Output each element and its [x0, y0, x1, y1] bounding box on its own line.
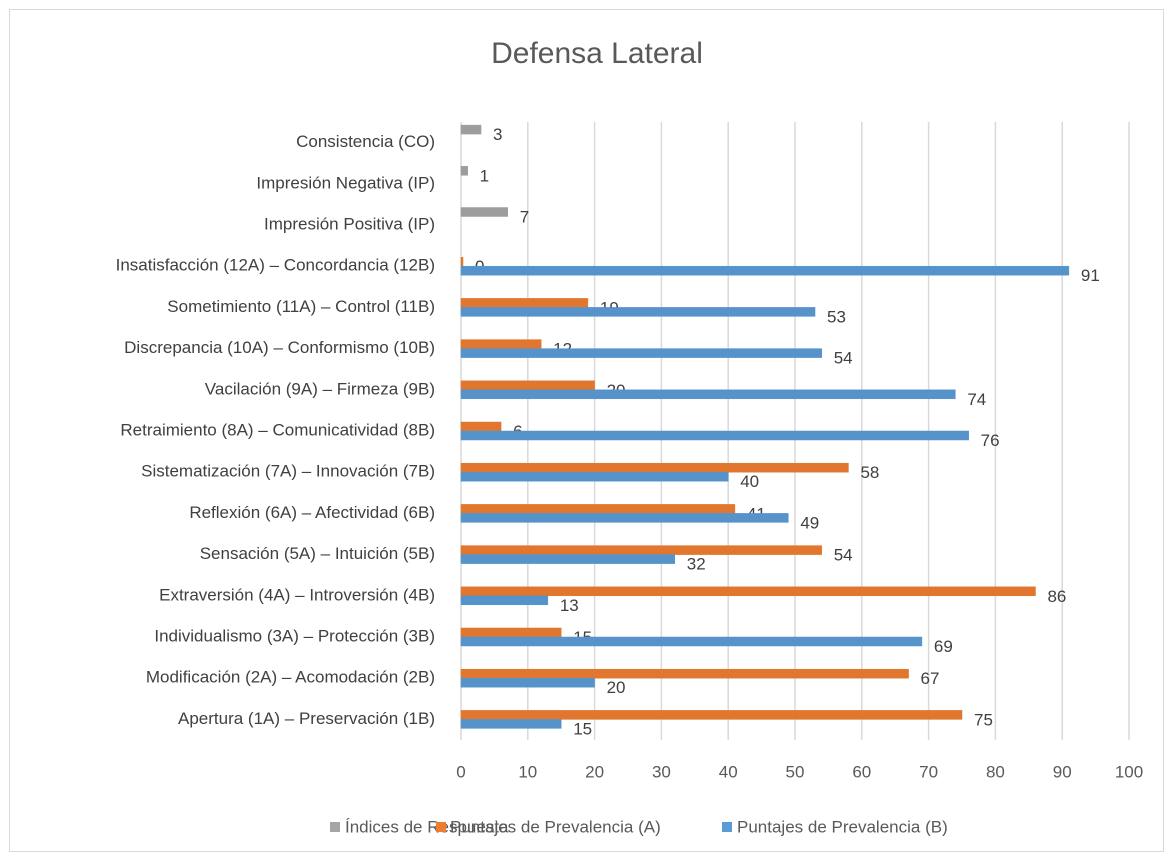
y-tick-label: Insatisfacción (12A) – Concordancia (12B… [116, 256, 435, 275]
x-tick-label: 60 [852, 762, 871, 781]
bar [460, 389, 956, 400]
bar [460, 166, 468, 176]
bar [460, 545, 822, 555]
data-label: 20 [607, 678, 626, 697]
y-tick-label: Consistencia (CO) [296, 132, 435, 151]
bar [460, 710, 963, 720]
y-tick-label: Reflexión (6A) – Afectividad (6B) [189, 503, 435, 522]
data-label: 32 [687, 555, 706, 574]
x-tick-label: 40 [719, 762, 738, 781]
data-label: 54 [834, 546, 853, 565]
bar [460, 636, 923, 647]
y-tick-label: Sometimiento (11A) – Control (11B) [167, 297, 435, 316]
x-tick-label: 90 [1053, 762, 1072, 781]
y-tick-label: Discrepancia (10A) – Conformismo (10B) [124, 338, 435, 357]
data-label: 58 [860, 463, 879, 482]
x-tick-label: 70 [919, 762, 938, 781]
bar [460, 348, 822, 358]
y-tick-label: Impresión Positiva (IP) [264, 214, 435, 233]
bar [460, 668, 909, 679]
bar [460, 430, 969, 441]
y-tick-label: Impresión Negativa (IP) [256, 173, 435, 192]
bar [460, 471, 729, 482]
x-tick-label: 20 [585, 762, 604, 781]
y-tick-label: Vacilación (9A) – Firmeza (9B) [205, 379, 435, 398]
bar [460, 627, 562, 638]
bar [460, 513, 789, 523]
bar [460, 462, 849, 473]
data-label: 49 [800, 513, 819, 532]
data-label: 67 [921, 669, 940, 688]
y-tick-label: Sistematización (7A) – Innovación (7B) [141, 462, 435, 481]
bar [460, 298, 589, 308]
y-tick-label: Apertura (1A) – Preservación (1B) [178, 709, 435, 728]
data-label: 7 [520, 207, 529, 226]
x-tick-label: 30 [652, 762, 671, 781]
data-label: 75 [974, 710, 993, 729]
bar [460, 339, 542, 349]
bar [460, 124, 482, 135]
y-tick-label: Retraimiento (8A) – Comunicatividad (8B) [120, 420, 435, 439]
bar [460, 554, 676, 564]
data-label: 76 [981, 431, 1000, 450]
data-label: 91 [1081, 266, 1100, 285]
x-tick-label: 100 [1115, 762, 1143, 781]
legend-marker [436, 822, 446, 832]
x-tick-label: 80 [986, 762, 1005, 781]
data-label: 54 [834, 349, 853, 368]
data-label: 13 [560, 596, 579, 615]
x-tick-label: 50 [786, 762, 805, 781]
data-label: 1 [480, 166, 489, 185]
bar [460, 207, 509, 217]
data-label: 3 [493, 125, 502, 144]
bar [460, 677, 595, 688]
bar [460, 256, 464, 267]
data-label: 86 [1047, 587, 1066, 606]
y-tick-label: Sensación (5A) – Intuición (5B) [200, 544, 435, 563]
data-label: 69 [934, 637, 953, 656]
y-tick-label: Individualismo (3A) – Protección (3B) [154, 626, 435, 645]
legend-marker [722, 822, 732, 832]
legend-label: Puntajes de Prevalencia (A) [450, 817, 661, 836]
x-tick-label: 10 [518, 762, 537, 781]
legend-marker [330, 822, 340, 832]
bar [460, 380, 595, 391]
bar [460, 586, 1036, 597]
data-label: 74 [967, 390, 986, 409]
bar [460, 421, 502, 432]
legend-label: Índices de Respuesta [345, 817, 509, 836]
y-tick-label: Extraversión (4A) – Introversión (4B) [159, 585, 435, 604]
data-label: 15 [573, 719, 592, 738]
x-tick-label: 0 [456, 762, 465, 781]
chart-title: Defensa Lateral [491, 37, 703, 70]
bar [460, 307, 816, 317]
bar [460, 719, 562, 729]
bar [460, 595, 549, 606]
bar [460, 504, 736, 514]
bar [460, 265, 1070, 276]
legend-label: Puntajes de Prevalencia (B) [737, 817, 948, 836]
data-label: 53 [827, 307, 846, 326]
data-label: 40 [740, 472, 759, 491]
y-tick-label: Modificación (2A) – Acomodación (2B) [146, 668, 435, 687]
